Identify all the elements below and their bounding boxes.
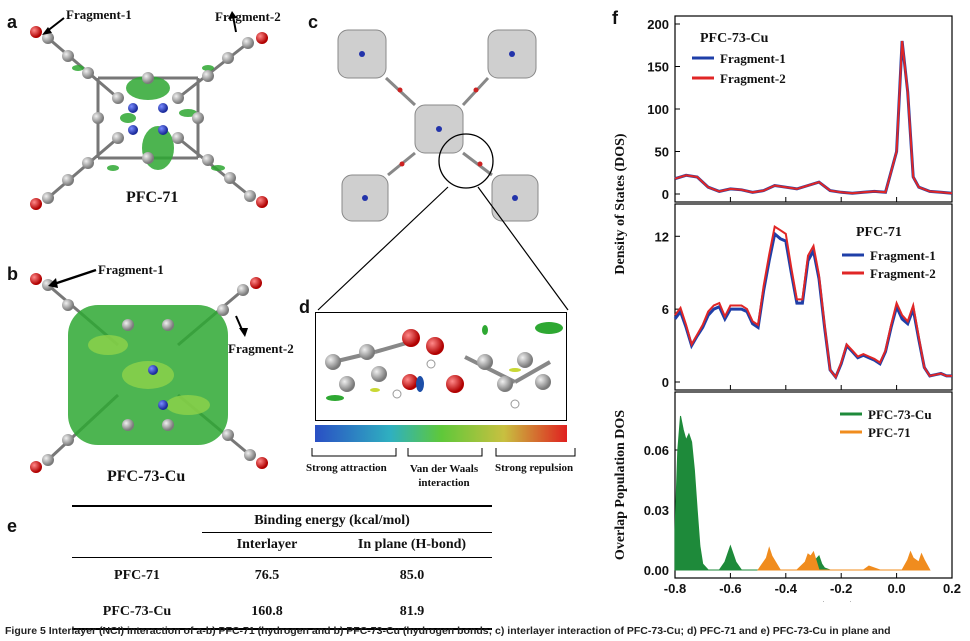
row-name: PFC-73-Cu	[102, 604, 172, 619]
panel-d-label: d	[299, 297, 310, 317]
panel-a-label: a	[7, 12, 18, 32]
panel-d-color-scale-bar	[315, 425, 567, 442]
table-mid-rule	[72, 557, 492, 558]
table-header: Binding energy (kcal/mol)	[254, 513, 410, 528]
panel-a-fragment1-label: Fragment-1	[66, 7, 132, 22]
legend-label: Fragment-1	[870, 248, 936, 263]
table-row: PFC-71 76.5 85.0	[72, 568, 492, 584]
y-tick-label: 0.03	[644, 503, 669, 518]
row-value-interlayer: 160.8	[251, 604, 283, 619]
x-tick-label: 0.0	[888, 581, 906, 596]
y-tick-label: 100	[647, 102, 669, 117]
table-bottom-rule	[72, 628, 492, 630]
legend-label: PFC-71	[868, 425, 911, 440]
x-tick-label: 0.2	[943, 581, 961, 596]
y-tick-label: 50	[655, 145, 669, 160]
series-line-fragment-1	[674, 40, 953, 195]
panel-d-interaction-image	[315, 312, 567, 421]
panel-a-molecule-image	[30, 26, 268, 210]
legend-label: PFC-73-Cu	[868, 407, 932, 422]
row-name: PFC-71	[114, 568, 160, 583]
panel-f-label: f	[612, 8, 618, 28]
y-tick-label: 12	[655, 229, 669, 244]
panel-b-molecule-image	[30, 273, 268, 473]
y-tick-label: 0	[662, 187, 669, 202]
panel-c-framework-image	[337, 29, 539, 222]
y-tick-label: 200	[647, 17, 669, 32]
legend-label: Fragment-2	[870, 266, 936, 281]
panel-c-zoom-lines	[317, 186, 569, 311]
y-tick-label: 6	[662, 302, 669, 317]
x-tick-label: -0.8	[664, 581, 686, 596]
scale-label-attraction: Strong attraction	[306, 462, 387, 474]
series-area-pfc-71	[757, 546, 931, 571]
series-area-pfc-73-cu	[674, 415, 831, 571]
panel-a-arrows	[42, 11, 237, 35]
table-top-rule	[72, 505, 492, 507]
y-tick-label: 0.06	[644, 443, 669, 458]
legend-label: Fragment-2	[720, 71, 786, 86]
scale-label-repulsion: Strong repulsion	[495, 462, 574, 474]
panel-b-fragment1-label: Fragment-1	[98, 262, 164, 277]
y-tick-label: 0.00	[644, 563, 669, 578]
x-tick-label: -0.2	[830, 581, 852, 596]
col-header-inplane: In plane (H-bond)	[357, 537, 467, 552]
panel-f-dos-chart: 0 50 100 150 200 0 6 12 0.00 0.03 0.06 PFC-73-Cu Fra…	[613, 15, 961, 602]
x-axis-label: Energy (a. u.)	[773, 600, 855, 602]
figure-caption: Figure 5 Interlayer (NCI) interaction of…	[5, 625, 891, 637]
series-line-fragment-2	[674, 224, 952, 380]
y-tick-label: 150	[647, 60, 669, 75]
series-line-fragment-2	[674, 40, 953, 195]
col-header-interlayer: Interlayer	[236, 537, 298, 552]
y-tick-label: 0	[662, 375, 669, 390]
legend-label: Fragment-1	[720, 51, 786, 66]
plot-frame	[674, 391, 953, 579]
panel-b-arrows	[48, 268, 248, 337]
scale-label-vdw: Van der Waals interaction	[409, 463, 479, 489]
table-row: PFC-73-Cu 160.8 81.9	[72, 604, 492, 620]
x-tick-label: -0.6	[719, 581, 741, 596]
panel-b-title: PFC-73-Cu	[107, 468, 186, 485]
panel-c-label: c	[308, 12, 319, 32]
chart-mid-title: PFC-71	[856, 225, 902, 240]
panel-d-scale-brackets	[311, 448, 576, 457]
row-value-inplane: 81.9	[399, 604, 425, 619]
plot-frame	[674, 203, 953, 391]
panel-e-label: e	[7, 516, 18, 536]
y-axis-label-overlap: Overlap Population DOS	[613, 410, 628, 560]
y-axis-label-dos: Density of States (DOS)	[613, 133, 628, 274]
chart-top-title: PFC-73-Cu	[700, 31, 769, 46]
row-value-inplane: 85.0	[399, 568, 425, 583]
binding-energy-table: Binding energy (kcal/mol) Interlayer In …	[72, 505, 492, 630]
panel-b-fragment2-label: Fragment-2	[228, 341, 294, 356]
panel-b-label: b	[7, 264, 18, 284]
x-tick-label: -0.4	[775, 581, 798, 596]
table-header-rule	[202, 532, 492, 533]
row-value-interlayer: 76.5	[254, 568, 280, 583]
panel-a-title: PFC-71	[126, 189, 179, 206]
